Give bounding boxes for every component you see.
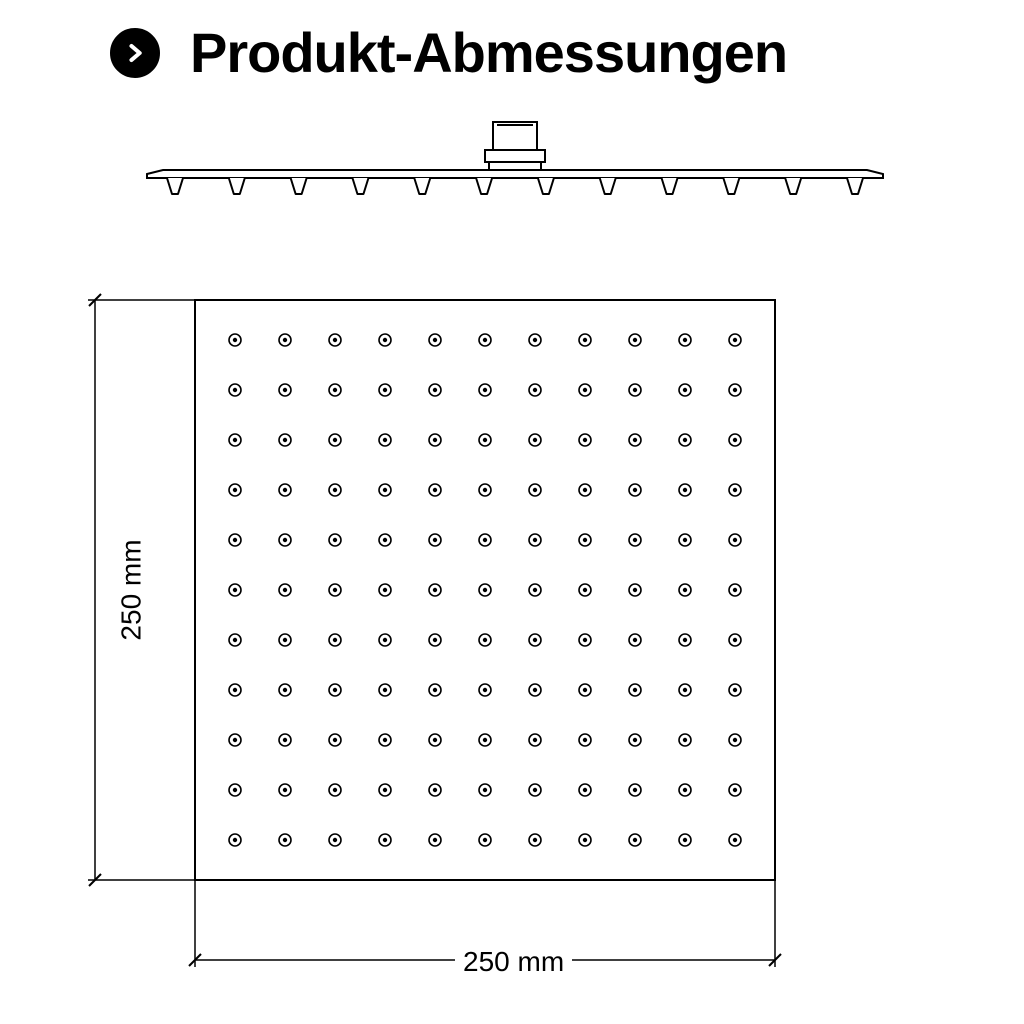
page-title: Produkt-Abmessungen	[190, 20, 787, 85]
side-elevation-diagram	[145, 120, 885, 210]
header: Produkt-Abmessungen	[110, 20, 787, 85]
height-dimension-label: 250 mm	[116, 531, 148, 648]
width-dimension-label: 250 mm	[455, 946, 572, 978]
top-view-diagram: 250 mm 250 mm	[55, 290, 955, 1010]
chevron-right-icon	[110, 28, 160, 78]
